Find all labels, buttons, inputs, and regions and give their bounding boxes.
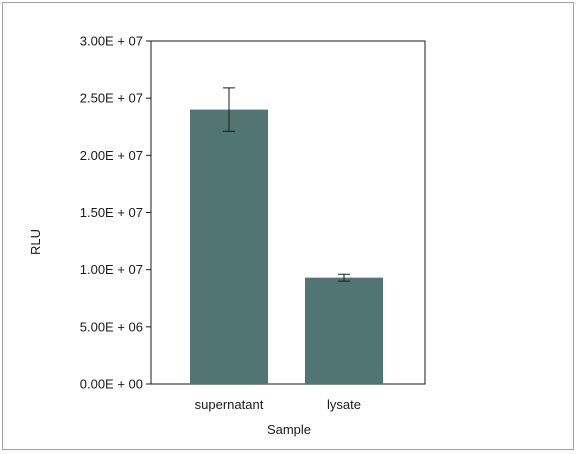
- error-bars: [223, 87, 350, 282]
- x-tick-label: lysate: [327, 397, 361, 412]
- bars: [190, 109, 383, 384]
- x-axis-title: Sample: [267, 422, 311, 437]
- x-axis-ticks: supernatant lysate: [195, 397, 361, 412]
- y-tick-label: 3.00E + 07: [80, 34, 143, 49]
- y-tick-label: 2.50E + 07: [80, 91, 143, 106]
- bar-supernatant: [190, 109, 268, 384]
- y-tick-label: 1.50E + 07: [80, 205, 143, 220]
- figure-frame: [2, 2, 574, 450]
- y-tick-label: 1.00E + 07: [80, 262, 143, 277]
- y-axis-title: RLU: [28, 229, 43, 255]
- x-tick-label: supernatant: [195, 397, 264, 412]
- y-tick-label: 0.00E + 00: [80, 377, 143, 392]
- bar-lysate: [305, 277, 383, 384]
- y-axis-ticks: 0.00E + 00 5.00E + 06 1.00E + 07 1.50E + 07…: [80, 34, 151, 392]
- y-tick-label: 2.00E + 07: [80, 148, 143, 163]
- y-tick-label: 5.00E + 06: [80, 319, 143, 334]
